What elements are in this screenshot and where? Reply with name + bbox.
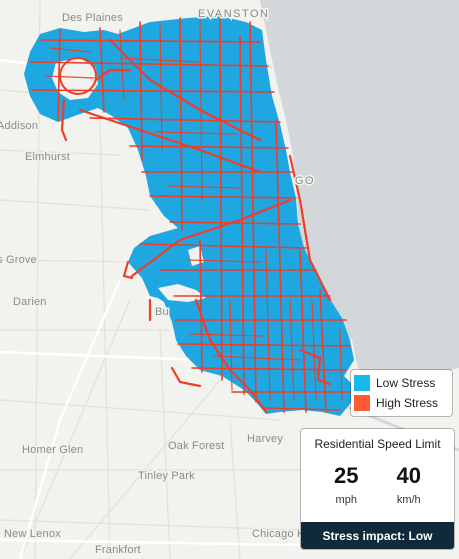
speed-panel-title: Residential Speed Limit: [314, 437, 441, 451]
speed-values: 25 mph 40 km/h: [301, 463, 454, 506]
legend-item-high-stress: High Stress: [351, 393, 452, 413]
place-label: Bu: [155, 306, 169, 318]
map-legend: Low Stress High Stress: [351, 370, 452, 416]
speed-kmh: 40 km/h: [384, 463, 434, 506]
place-label: GO: [295, 175, 315, 187]
speed-mph-value: 25: [334, 463, 359, 488]
legend-label: High Stress: [376, 396, 439, 410]
legend-label: Low Stress: [376, 376, 436, 390]
legend-swatch-high-stress: [354, 395, 370, 411]
legend-swatch-low-stress: [354, 375, 370, 391]
place-label: s Grove: [0, 254, 37, 266]
place-label: Darien: [13, 296, 47, 308]
place-label: Tinley Park: [138, 470, 195, 482]
speed-mph-unit: mph: [335, 494, 357, 506]
speed-kmh-unit: km/h: [396, 494, 421, 506]
place-label: EVANSTON: [198, 8, 270, 20]
place-label: Frankfort: [95, 544, 141, 556]
place-label: Harvey: [247, 433, 283, 445]
speed-kmh-value: 40: [396, 463, 421, 488]
speed-mph: 25 mph: [321, 463, 371, 506]
place-label: Elmhurst: [25, 151, 70, 163]
stress-impact-bar: Stress impact: Low: [301, 522, 454, 549]
place-label: Des Plaines: [62, 12, 123, 24]
place-label: Addison: [0, 120, 38, 132]
place-label: Oak Forest: [168, 440, 224, 452]
high-stress-network: [29, 15, 353, 414]
place-label: Homer Glen: [22, 444, 83, 456]
lake-michigan: [260, 0, 459, 385]
speed-limit-panel: Residential Speed Limit 25 mph 40 km/h S…: [301, 429, 454, 549]
legend-item-low-stress: Low Stress: [351, 373, 452, 393]
place-label: New Lenox: [4, 528, 61, 540]
